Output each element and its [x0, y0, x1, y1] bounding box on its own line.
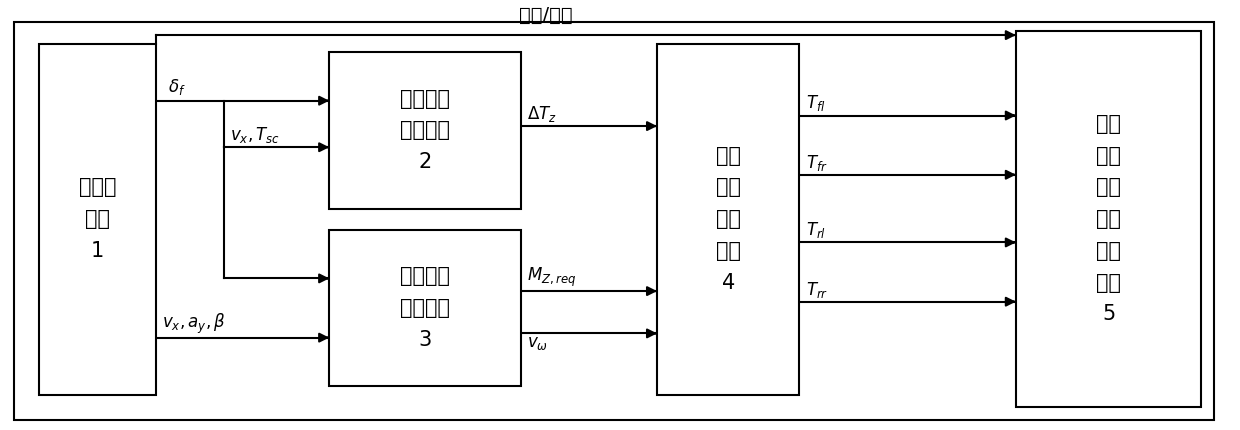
Text: $T_{fl}$: $T_{fl}$ — [806, 93, 825, 114]
Text: 四轮: 四轮 — [1096, 114, 1121, 134]
Text: 差动助力: 差动助力 — [401, 89, 450, 109]
Bar — [330, 52, 521, 209]
Text: 5: 5 — [1102, 304, 1115, 324]
Text: 3: 3 — [419, 330, 432, 350]
Text: 独立: 独立 — [1096, 146, 1121, 166]
Text: 1: 1 — [91, 241, 104, 261]
Text: 驱动: 驱动 — [715, 146, 740, 166]
Text: $T_{fr}$: $T_{fr}$ — [806, 153, 827, 172]
Text: $T_{rr}$: $T_{rr}$ — [806, 280, 828, 300]
Bar — [330, 230, 521, 386]
Text: 分配: 分配 — [715, 209, 740, 229]
Text: $v_\omega$: $v_\omega$ — [527, 335, 548, 353]
Text: 电动: 电动 — [1096, 209, 1121, 229]
Text: 驱动/制动: 驱动/制动 — [520, 6, 573, 25]
Bar — [657, 43, 800, 395]
Text: $\Delta T_z$: $\Delta T_z$ — [527, 104, 557, 124]
Text: 转向模块: 转向模块 — [401, 120, 450, 140]
Text: 控制模块: 控制模块 — [401, 298, 450, 318]
Text: $v_x, T_{sc}$: $v_x, T_{sc}$ — [231, 125, 280, 145]
Text: 驱动: 驱动 — [1096, 178, 1121, 197]
Text: 2: 2 — [419, 152, 432, 172]
Text: 模型: 模型 — [1096, 273, 1121, 293]
Text: 模块: 模块 — [715, 241, 740, 261]
Text: $M_{Z,req}$: $M_{Z,req}$ — [527, 266, 577, 289]
Text: $v_x, a_y, \beta$: $v_x, a_y, \beta$ — [162, 311, 226, 335]
Text: 汽车: 汽车 — [1096, 241, 1121, 261]
Text: $\delta_f$: $\delta_f$ — [169, 77, 186, 97]
Text: 转矩: 转矩 — [715, 178, 740, 197]
Text: 驾驶员: 驾驶员 — [78, 178, 117, 197]
Bar — [1016, 31, 1202, 408]
Text: 4: 4 — [722, 273, 735, 293]
Text: 模型: 模型 — [84, 209, 110, 229]
Bar — [38, 43, 156, 395]
Text: $T_{rl}$: $T_{rl}$ — [806, 220, 826, 240]
Text: 转矩矢量: 转矩矢量 — [401, 266, 450, 286]
